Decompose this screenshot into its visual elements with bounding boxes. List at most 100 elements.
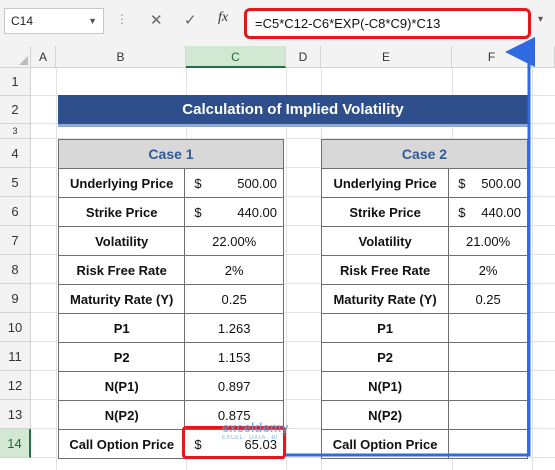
drag-handle-icon[interactable]: ⋮ [116, 12, 128, 26]
currency-value-cell[interactable]: $500.00 [184, 168, 284, 198]
column-gridline [56, 68, 57, 470]
row-header-13[interactable]: 13 [0, 400, 31, 429]
table-row: Volatility 22.00% [57, 226, 284, 256]
column-gridline [532, 68, 533, 470]
row-header-6[interactable]: 6 [0, 197, 31, 226]
value-cell[interactable]: 21.00% [448, 226, 528, 256]
currency-value-cell[interactable]: $440.00 [448, 197, 528, 227]
select-all-corner[interactable] [0, 46, 31, 68]
row-header-11[interactable]: 11 [0, 342, 31, 371]
currency-symbol: $ [194, 175, 202, 191]
row-header-9[interactable]: 9 [0, 284, 31, 313]
currency-value-cell[interactable]: $440.00 [184, 197, 284, 227]
row-label[interactable]: Maturity Rate (Y) [57, 284, 186, 314]
table-row: Strike Price $440.00 [57, 197, 284, 227]
row-header-8[interactable]: 8 [0, 255, 31, 284]
name-box-value: C14 [11, 14, 34, 28]
row-label[interactable]: N(P2) [320, 400, 450, 430]
table-row: Maturity Rate (Y) 0.25 [320, 284, 528, 314]
currency-value: $440.00 [449, 205, 527, 220]
row-gridline [31, 370, 555, 371]
table-row: Risk Free Rate 2% [57, 255, 284, 285]
currency-symbol: $ [194, 204, 202, 220]
currency-value-cell[interactable]: $65.03 [184, 429, 284, 459]
row-gridline [31, 167, 555, 168]
row-gridline [31, 399, 555, 400]
cell-value: 440.00 [237, 204, 277, 220]
value-cell[interactable]: 1.263 [184, 313, 284, 343]
case2-table: Case 2 Underlying Price $500.00 Strike Pri… [320, 139, 528, 459]
column-header-a[interactable]: A [31, 46, 56, 68]
column-header-b[interactable]: B [56, 46, 186, 68]
currency-value-cell[interactable]: $500.00 [448, 168, 528, 198]
currency-value: $500.00 [185, 176, 283, 191]
row-label[interactable]: Volatility [57, 226, 186, 256]
row-gridline [31, 138, 555, 139]
row-header-5[interactable]: 5 [0, 168, 31, 197]
currency-symbol: $ [458, 204, 466, 220]
row-label[interactable]: Risk Free Rate [57, 255, 186, 285]
column-header-d[interactable]: D [286, 46, 321, 68]
cancel-icon[interactable]: ✕ [150, 12, 163, 29]
row-gridline [31, 341, 555, 342]
row-label[interactable]: Call Option Price [57, 429, 186, 459]
row-label[interactable]: N(P1) [320, 371, 450, 401]
table-row: N(P2) [320, 400, 528, 430]
name-box[interactable]: C14 ▼ [4, 8, 104, 34]
row-header-4[interactable]: 4 [0, 139, 31, 168]
insert-function-icon[interactable]: fx [218, 10, 229, 25]
row-label[interactable]: P1 [320, 313, 450, 343]
row-header-2[interactable]: 2 [0, 96, 31, 124]
row-label[interactable]: Underlying Price [57, 168, 186, 198]
row-label[interactable]: Risk Free Rate [320, 255, 450, 285]
formula-bar: C14 ▼ ⋮ ✕ ✓ fx =C5*C12-C6*EXP(-C8*C9)*C1… [0, 0, 555, 47]
value-cell[interactable] [448, 342, 528, 372]
table-row: Maturity Rate (Y) 0.25 [57, 284, 284, 314]
enter-icon[interactable]: ✓ [184, 12, 197, 29]
case2-header: Case 2 [321, 139, 528, 169]
row-header-12[interactable]: 12 [0, 371, 31, 400]
cell-value: 500.00 [481, 175, 521, 191]
row-header-3[interactable]: 3 [0, 124, 31, 139]
expand-formula-icon[interactable]: ▾ [538, 14, 544, 25]
table-row: N(P1) 0.897 [57, 371, 284, 401]
row-gridline [31, 283, 555, 284]
row-label[interactable]: P2 [57, 342, 186, 372]
value-cell[interactable]: 0.875 [184, 400, 284, 430]
row-header-10[interactable]: 10 [0, 313, 31, 342]
title-underline [58, 124, 528, 127]
currency-value: $500.00 [449, 176, 527, 191]
value-cell[interactable] [448, 400, 528, 430]
column-header-e[interactable]: E [321, 46, 452, 68]
cell-value: 440.00 [481, 204, 521, 220]
row-header-1[interactable]: 1 [0, 68, 31, 96]
row-label[interactable]: Strike Price [57, 197, 186, 227]
value-cell[interactable] [448, 371, 528, 401]
table-row: Underlying Price $500.00 [57, 168, 284, 198]
value-cell[interactable]: 0.25 [448, 284, 528, 314]
row-gridline [31, 225, 555, 226]
column-header-c[interactable]: C [186, 46, 286, 68]
row-label[interactable]: P1 [57, 313, 186, 343]
row-gridline [31, 428, 555, 429]
currency-value: $440.00 [185, 205, 283, 220]
selected-cell-highlight[interactable] [182, 426, 286, 459]
case1-table: Case 1 Underlying Price $500.00 Strike Pri… [57, 139, 284, 459]
value-cell[interactable]: 0.897 [184, 371, 284, 401]
table-row: Strike Price $440.00 [320, 197, 528, 227]
row-header-7[interactable]: 7 [0, 226, 31, 255]
value-cell[interactable]: 22.00% [184, 226, 284, 256]
sheet-title: Calculation of Implied Volatility [58, 95, 528, 124]
watermark-tagline: EXCEL · DATA · BI [222, 435, 278, 441]
chevron-down-icon[interactable]: ▼ [88, 16, 97, 26]
row-label[interactable]: Strike Price [320, 197, 450, 227]
row-header-14[interactable]: 14 [0, 429, 31, 458]
currency-symbol: $ [194, 436, 202, 452]
value-cell[interactable]: 2% [184, 255, 284, 285]
formula-input[interactable]: =C5*C12-C6*EXP(-C8*C9)*C13 [244, 8, 531, 39]
row-gridline [31, 254, 555, 255]
value-cell[interactable]: 0.25 [184, 284, 284, 314]
row-label[interactable]: N(P1) [57, 371, 186, 401]
row-gridline [31, 312, 555, 313]
